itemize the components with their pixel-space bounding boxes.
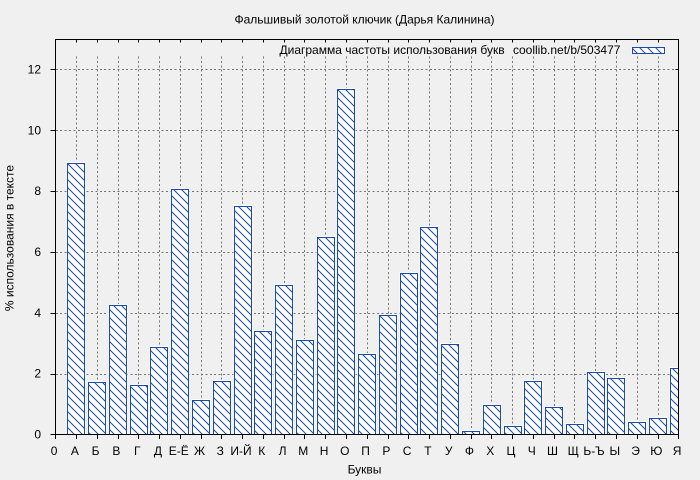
svg-text:Д: Д bbox=[154, 444, 162, 458]
svg-text:Ю: Ю bbox=[650, 444, 662, 458]
svg-text:Х: Х bbox=[486, 444, 494, 458]
svg-text:6: 6 bbox=[34, 245, 41, 259]
svg-text:2: 2 bbox=[34, 367, 41, 381]
svg-text:4: 4 bbox=[34, 306, 41, 320]
svg-text:Р: Р bbox=[382, 444, 390, 458]
svg-text:12: 12 bbox=[28, 62, 42, 76]
svg-text:И-Й: И-Й bbox=[230, 443, 251, 458]
svg-text:Ь-Ъ: Ь-Ъ bbox=[583, 444, 604, 458]
svg-text:Фальшивый золотой ключик (Дарь: Фальшивый золотой ключик (Дарья Калинина… bbox=[234, 13, 494, 27]
svg-text:Е-Ё: Е-Ё bbox=[169, 444, 189, 458]
svg-text:В: В bbox=[112, 444, 120, 458]
svg-text:Ш: Ш bbox=[547, 444, 558, 458]
svg-text:О: О bbox=[340, 444, 349, 458]
svg-text:coollib.net/b/503477: coollib.net/b/503477 bbox=[513, 43, 621, 57]
svg-text:Ц: Ц bbox=[507, 444, 516, 458]
svg-text:Б: Б bbox=[92, 444, 100, 458]
svg-text:Ф: Ф bbox=[465, 444, 474, 458]
svg-text:8: 8 bbox=[34, 184, 41, 198]
svg-text:К: К bbox=[258, 444, 265, 458]
svg-text:10: 10 bbox=[28, 123, 42, 137]
svg-text:Н: Н bbox=[320, 444, 329, 458]
svg-text:Диаграмма частоты использовани: Диаграмма частоты использования букв bbox=[280, 43, 505, 57]
svg-text:Ы: Ы bbox=[609, 444, 620, 458]
svg-text:0: 0 bbox=[51, 444, 58, 458]
svg-text:Ч: Ч bbox=[528, 444, 536, 458]
svg-text:Л: Л bbox=[279, 444, 287, 458]
svg-text:Буквы: Буквы bbox=[348, 463, 382, 477]
svg-text:Т: Т bbox=[424, 444, 432, 458]
svg-text:З: З bbox=[217, 444, 224, 458]
svg-text:А: А bbox=[71, 444, 79, 458]
svg-text:С: С bbox=[403, 444, 412, 458]
svg-text:П: П bbox=[361, 444, 370, 458]
svg-text:Г: Г bbox=[134, 444, 141, 458]
svg-text:0: 0 bbox=[34, 428, 41, 442]
svg-text:Я: Я bbox=[673, 444, 682, 458]
svg-text:У: У bbox=[445, 444, 453, 458]
svg-text:Щ: Щ bbox=[568, 444, 579, 458]
svg-text:% использования в тексте: % использования в тексте bbox=[3, 165, 17, 311]
svg-text:М: М bbox=[298, 444, 308, 458]
svg-text:Ж: Ж bbox=[194, 444, 205, 458]
svg-text:Э: Э bbox=[631, 444, 640, 458]
